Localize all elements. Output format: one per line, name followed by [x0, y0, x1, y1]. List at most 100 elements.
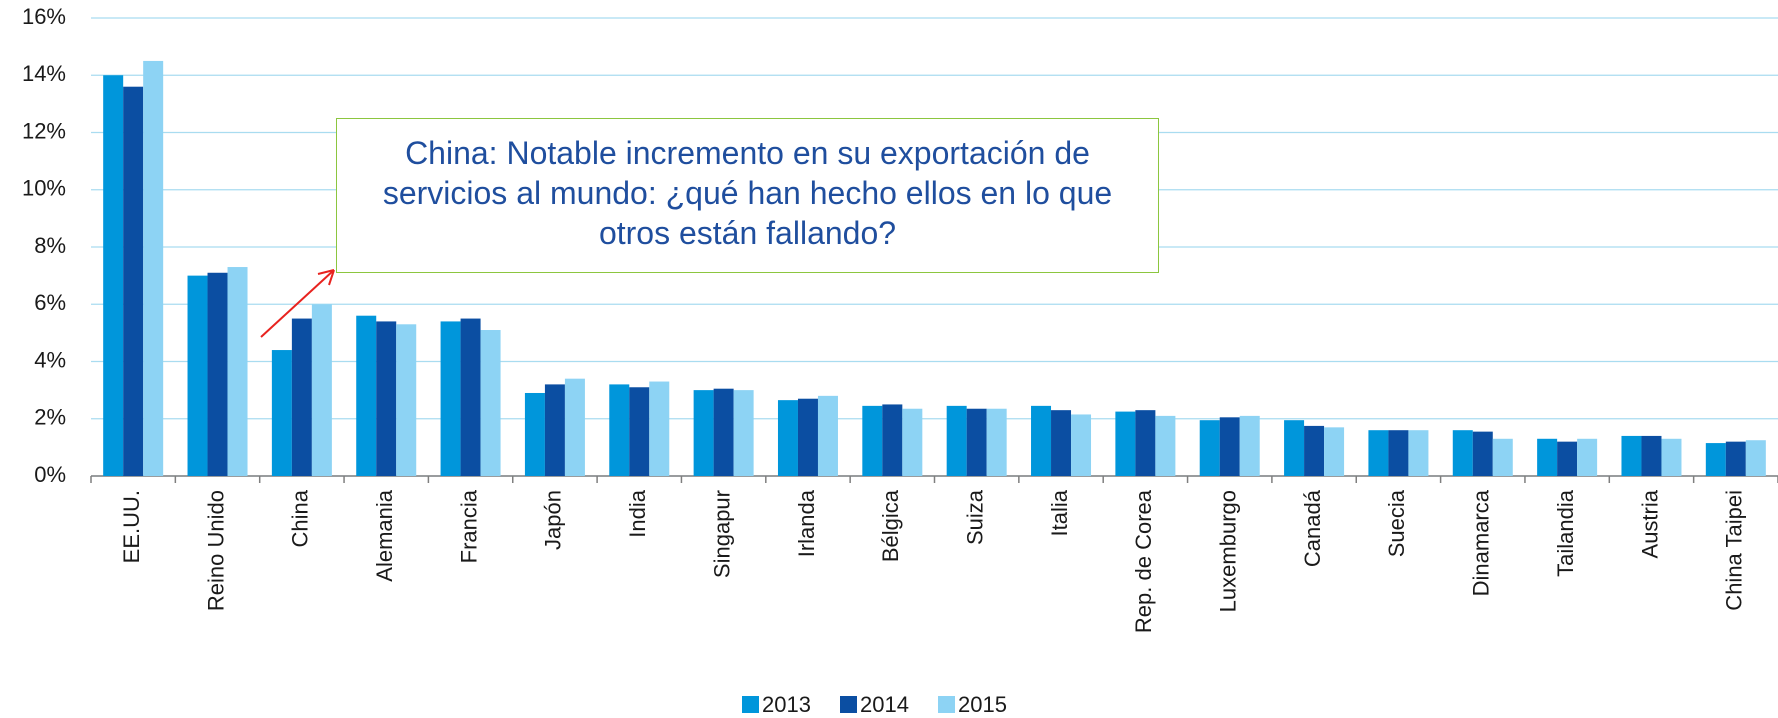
bar	[797, 398, 818, 476]
y-tick-label: 0%	[34, 462, 66, 487]
bar	[649, 381, 670, 476]
bar	[1199, 420, 1220, 476]
x-tick-label: Italia	[1047, 489, 1072, 536]
bar	[1304, 425, 1325, 476]
bar	[1239, 415, 1260, 476]
x-tick-label: EE.UU.	[119, 490, 144, 563]
x-tick-label: Reino Unido	[203, 490, 228, 611]
bar	[1452, 430, 1473, 476]
legend-swatch	[938, 696, 955, 713]
legend-label: 2015	[958, 692, 1007, 717]
x-tick-label: Singapur	[709, 490, 734, 578]
x-tick-label: Bélgica	[878, 489, 903, 562]
legend-label: 2013	[762, 692, 811, 717]
bar	[143, 60, 164, 476]
x-tick-label: Irlanda	[794, 489, 819, 557]
bar	[1745, 440, 1766, 476]
bar	[1115, 411, 1136, 476]
bar	[460, 318, 481, 476]
x-tick-label: China Taipei	[1722, 490, 1747, 611]
bar	[1472, 431, 1493, 476]
bar	[609, 384, 630, 476]
bar	[1408, 430, 1429, 476]
bar	[1155, 415, 1176, 476]
bar	[1051, 410, 1072, 476]
y-tick-label: 6%	[34, 290, 66, 315]
bar	[1537, 438, 1558, 476]
y-tick-label: 14%	[22, 61, 66, 86]
bar	[902, 408, 923, 476]
arrow	[260, 269, 335, 338]
bar	[271, 350, 292, 476]
bar	[1071, 414, 1092, 476]
bar	[207, 272, 228, 476]
y-tick-label: 16%	[22, 4, 66, 29]
x-tick-label: Canadá	[1300, 489, 1325, 567]
bar	[524, 392, 545, 476]
bar	[356, 315, 377, 476]
bar	[376, 321, 397, 476]
bar	[564, 378, 585, 476]
y-tick-label: 2%	[34, 405, 66, 430]
bar	[311, 304, 332, 476]
y-tick-label: 8%	[34, 233, 66, 258]
x-tick-label: China	[288, 489, 313, 547]
bar	[440, 321, 461, 476]
bar	[291, 318, 312, 476]
bar	[733, 390, 754, 476]
bar	[1135, 410, 1156, 476]
bar	[882, 404, 903, 476]
bar	[396, 324, 417, 476]
x-tick-label: India	[625, 489, 650, 537]
x-tick-label: Francia	[456, 489, 481, 563]
x-tick-label: Suiza	[962, 489, 987, 545]
bar	[777, 400, 798, 476]
x-tick-label: Austria	[1637, 489, 1662, 558]
bar	[862, 405, 883, 476]
bar	[1661, 438, 1682, 476]
bar	[629, 387, 650, 476]
bar	[817, 395, 838, 476]
legend-swatch	[840, 696, 857, 713]
bar	[946, 405, 967, 476]
bar	[1492, 438, 1513, 476]
x-tick-label: Suecia	[1384, 489, 1409, 557]
bar	[713, 388, 734, 476]
x-tick-label: Rep. de Corea	[1131, 489, 1156, 633]
bar	[1705, 443, 1726, 476]
bar	[1577, 438, 1598, 476]
bar	[1324, 427, 1345, 476]
bar	[1557, 441, 1578, 476]
y-tick-label: 12%	[22, 118, 66, 143]
bar	[1641, 435, 1662, 476]
bar	[1621, 435, 1642, 476]
bar	[693, 390, 714, 476]
bar	[1725, 441, 1746, 476]
legend-swatch	[742, 696, 759, 713]
bar	[966, 408, 987, 476]
arrow-head	[317, 269, 335, 286]
bar	[1219, 417, 1240, 476]
bar	[1388, 430, 1409, 476]
bar	[544, 384, 565, 476]
x-tick-label: Tailandia	[1553, 489, 1578, 577]
bar	[1031, 405, 1052, 476]
bar	[103, 75, 124, 476]
x-tick-label: Dinamarca	[1469, 489, 1494, 596]
x-tick-label: Luxemburgo	[1216, 490, 1241, 612]
y-tick-label: 10%	[22, 176, 66, 201]
bar	[227, 267, 248, 476]
bar	[123, 86, 144, 476]
bar	[187, 275, 208, 476]
bar	[986, 408, 1007, 476]
bar	[1368, 430, 1389, 476]
legend-label: 2014	[860, 692, 909, 717]
annotation: China: Notable incremento en su exportac…	[336, 118, 1159, 273]
bar	[480, 330, 501, 476]
bar	[1284, 420, 1305, 476]
y-tick-label: 4%	[34, 347, 66, 372]
x-tick-label: Japón	[541, 490, 566, 550]
x-tick-label: Alemania	[372, 489, 397, 581]
